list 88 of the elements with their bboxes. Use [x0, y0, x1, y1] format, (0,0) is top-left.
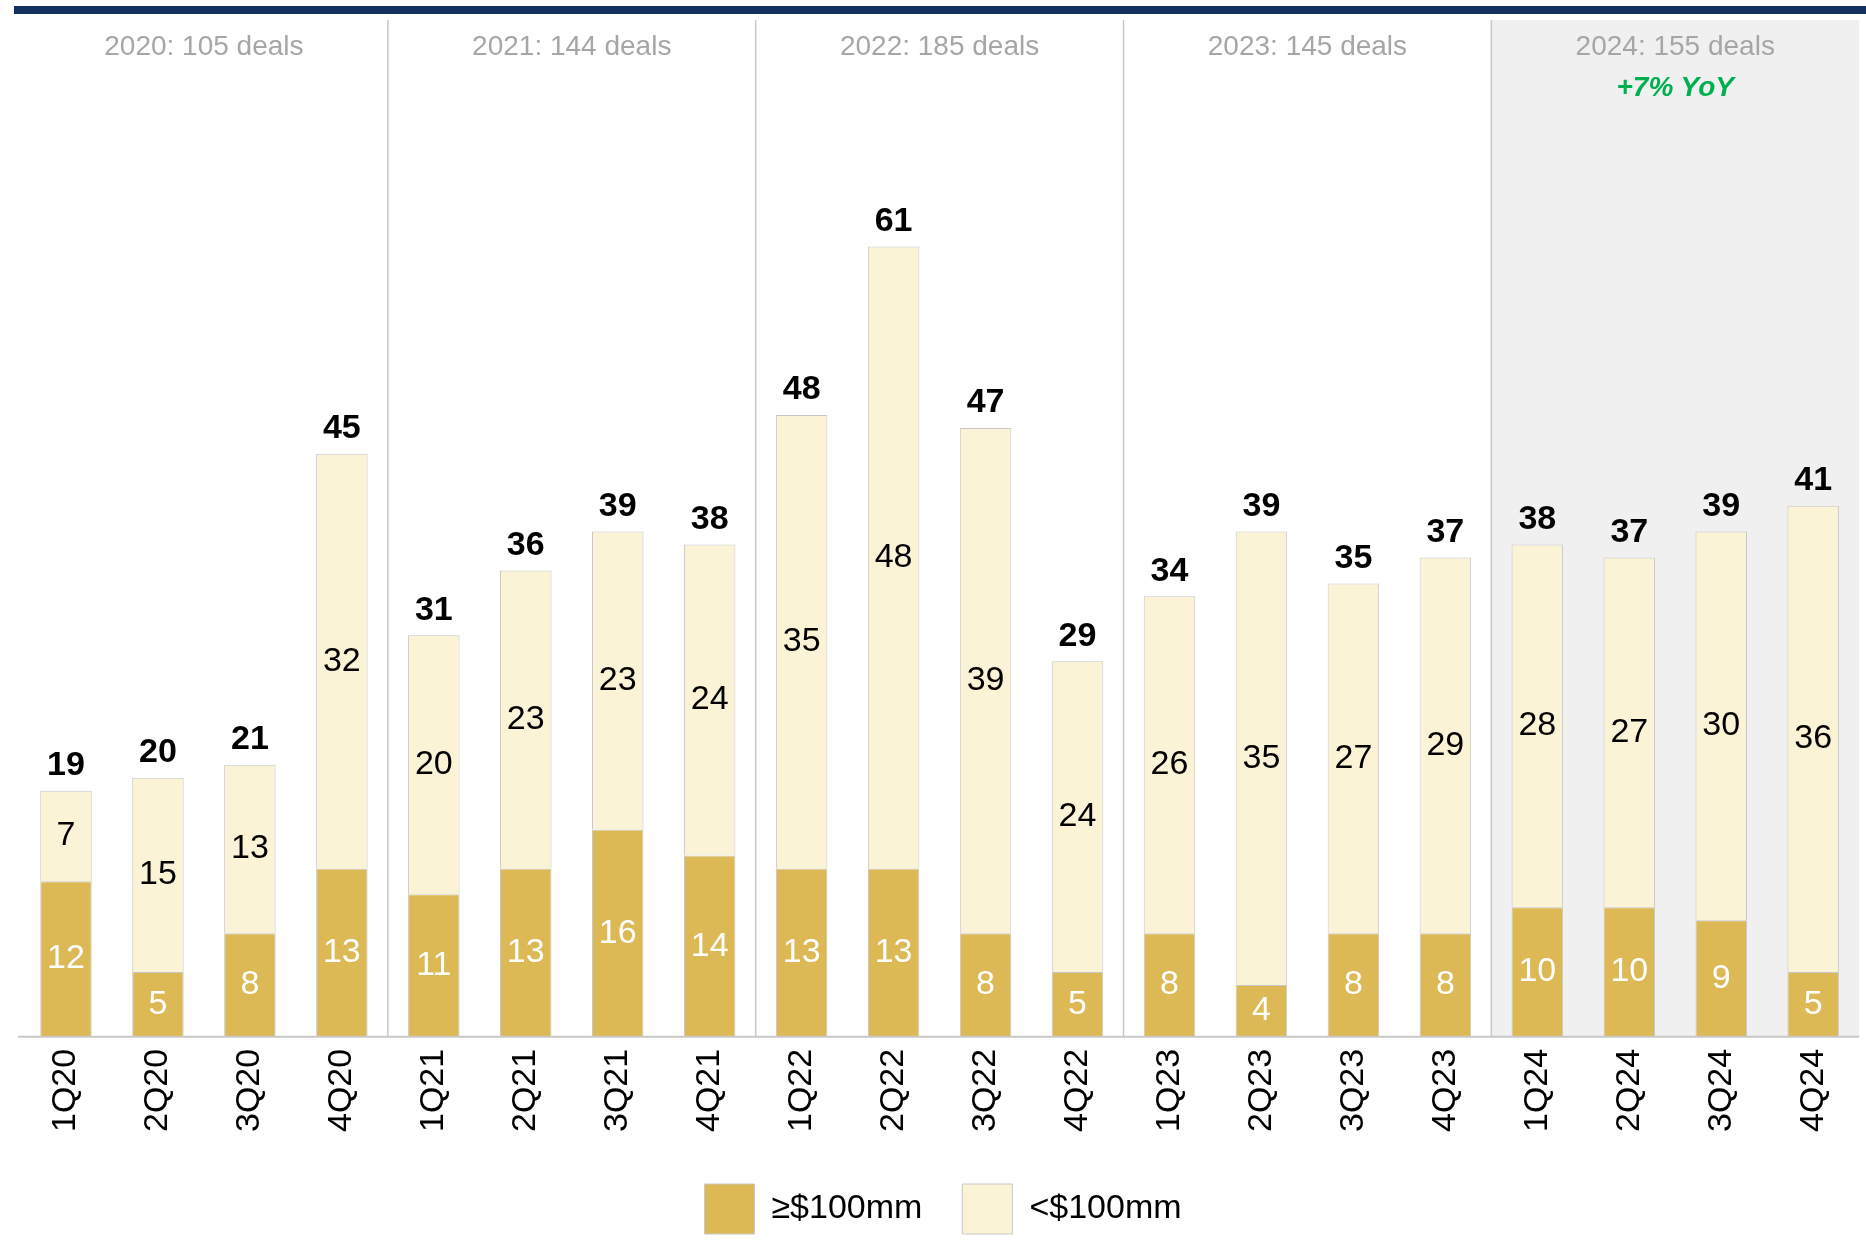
x-tick-label: 4Q23 — [1423, 1048, 1462, 1133]
x-tick-label: 2Q24 — [1607, 1048, 1646, 1133]
data-label: 10 — [1610, 950, 1649, 989]
total-label: 45 — [322, 407, 361, 446]
data-label: 9 — [1711, 956, 1731, 995]
x-tick-label: 3Q21 — [596, 1048, 635, 1133]
data-label: 24 — [1058, 794, 1097, 833]
data-label: 12 — [47, 937, 85, 976]
data-label: 27 — [1334, 736, 1373, 775]
data-label: 23 — [506, 697, 545, 736]
data-label: 13 — [506, 931, 545, 969]
data-label: 29 — [1426, 723, 1465, 762]
text: 2020: 105 deals — [104, 29, 304, 61]
data-label: 5 — [148, 982, 168, 1021]
data-label: 23 — [598, 658, 637, 697]
total-label: 38 — [1518, 497, 1557, 536]
data-label: 24 — [690, 678, 729, 717]
x-tick-label: 4Q20 — [320, 1048, 359, 1133]
x-tick-label: 3Q24 — [1699, 1048, 1738, 1133]
x-tick-label: 1Q24 — [1515, 1048, 1554, 1133]
data-label: 4 — [1251, 989, 1271, 1028]
data-label: 48 — [874, 535, 913, 574]
x-tick-label: 4Q21 — [688, 1048, 727, 1133]
data-label: 39 — [966, 658, 1005, 697]
data-label: 5 — [1068, 982, 1087, 1021]
data-label: 14 — [690, 924, 729, 963]
x-tick-label: 2Q20 — [136, 1048, 175, 1133]
data-label: 16 — [598, 911, 637, 950]
data-label: 13 — [230, 827, 269, 866]
data-label: 8 — [1343, 963, 1363, 1002]
data-label: 28 — [1518, 704, 1557, 743]
text: 2022: 185 deals — [839, 29, 1040, 61]
text: 2023: 145 deals — [1207, 29, 1408, 61]
total-label: 21 — [230, 718, 269, 757]
text: +7% YoY — [1616, 70, 1737, 102]
data-label: 35 — [782, 620, 821, 659]
total-label: 31 — [414, 588, 453, 627]
total-label: 36 — [506, 523, 545, 562]
data-label: 32 — [322, 639, 361, 678]
x-tick-label: 2Q22 — [871, 1048, 910, 1133]
total-label: 39 — [598, 484, 637, 523]
data-label: 8 — [1160, 963, 1179, 1002]
data-label: 20 — [414, 743, 453, 782]
total-label: 37 — [1426, 510, 1465, 549]
x-tick-label: 3Q23 — [1331, 1048, 1370, 1133]
x-tick-label: 2Q23 — [1239, 1048, 1278, 1133]
data-label: 27 — [1610, 710, 1649, 749]
data-label: 8 — [240, 963, 260, 1002]
data-label: 36 — [1794, 717, 1833, 756]
total-label: 39 — [1702, 484, 1741, 523]
total-label: 61 — [874, 199, 913, 238]
total-label: 34 — [1150, 549, 1189, 588]
data-label: 7 — [56, 814, 76, 853]
x-tick-label: 2Q21 — [504, 1048, 543, 1133]
data-label: 35 — [1242, 736, 1281, 775]
x-tick-label: 1Q20 — [44, 1048, 83, 1133]
x-tick-label: 3Q22 — [963, 1048, 1002, 1133]
data-label: 13 — [874, 931, 913, 969]
x-tick-label: 1Q21 — [412, 1048, 451, 1133]
total-label: 37 — [1610, 510, 1649, 549]
data-label: 5 — [1803, 982, 1823, 1021]
x-tick-label: 1Q22 — [780, 1048, 819, 1133]
band-label: 2024: 155 deals — [1575, 29, 1775, 61]
x-tick-label: 1Q23 — [1147, 1048, 1186, 1133]
total-label: 47 — [966, 381, 1005, 420]
x-tick-label: 4Q24 — [1791, 1048, 1830, 1133]
data-label: 8 — [976, 963, 996, 1002]
data-label: 15 — [139, 853, 177, 892]
total-label: 48 — [782, 368, 821, 407]
legend-label: <$100mm — [1029, 1187, 1182, 1226]
data-label: 8 — [1435, 963, 1455, 1002]
legend-label: ≥$100mm — [771, 1187, 923, 1226]
total-label: 39 — [1242, 484, 1281, 523]
data-label: 10 — [1518, 950, 1557, 989]
data-label: 26 — [1150, 743, 1189, 782]
data-label: 30 — [1702, 704, 1741, 743]
total-label: 38 — [690, 497, 729, 536]
total-label: 20 — [139, 731, 177, 770]
x-tick-label: 4Q22 — [1055, 1048, 1094, 1133]
total-label: 29 — [1058, 614, 1097, 653]
text: 2021: 144 deals — [472, 29, 672, 61]
data-label: 13 — [782, 931, 821, 969]
total-label: 19 — [47, 744, 85, 783]
total-label: 35 — [1334, 536, 1373, 575]
data-label: 11 — [416, 943, 452, 982]
data-label: 13 — [322, 931, 361, 969]
x-tick-label: 3Q20 — [228, 1048, 267, 1133]
total-label: 41 — [1794, 459, 1833, 498]
